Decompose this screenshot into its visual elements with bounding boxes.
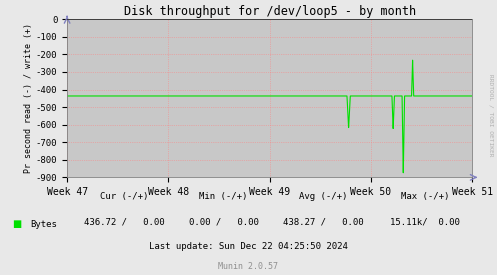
Text: 436.72 /   0.00: 436.72 / 0.00 xyxy=(84,217,165,226)
Title: Disk throughput for /dev/loop5 - by month: Disk throughput for /dev/loop5 - by mont… xyxy=(124,5,415,18)
Text: Min (-/+): Min (-/+) xyxy=(199,192,248,201)
Text: Munin 2.0.57: Munin 2.0.57 xyxy=(219,262,278,271)
Text: Last update: Sun Dec 22 04:25:50 2024: Last update: Sun Dec 22 04:25:50 2024 xyxy=(149,242,348,251)
Text: Avg (-/+): Avg (-/+) xyxy=(299,192,347,201)
Y-axis label: Pr second read (-) / write (+): Pr second read (-) / write (+) xyxy=(24,23,33,173)
Text: 438.27 /   0.00: 438.27 / 0.00 xyxy=(283,217,363,226)
Text: Max (-/+): Max (-/+) xyxy=(401,192,449,201)
Text: ■: ■ xyxy=(12,219,22,229)
Text: Bytes: Bytes xyxy=(30,220,57,229)
Text: RRDTOOL / TOBI OETIKER: RRDTOOL / TOBI OETIKER xyxy=(489,74,494,157)
Text: Cur (-/+): Cur (-/+) xyxy=(100,192,149,201)
Text: 15.11k/  0.00: 15.11k/ 0.00 xyxy=(390,217,460,226)
Text: 0.00 /   0.00: 0.00 / 0.00 xyxy=(189,217,258,226)
